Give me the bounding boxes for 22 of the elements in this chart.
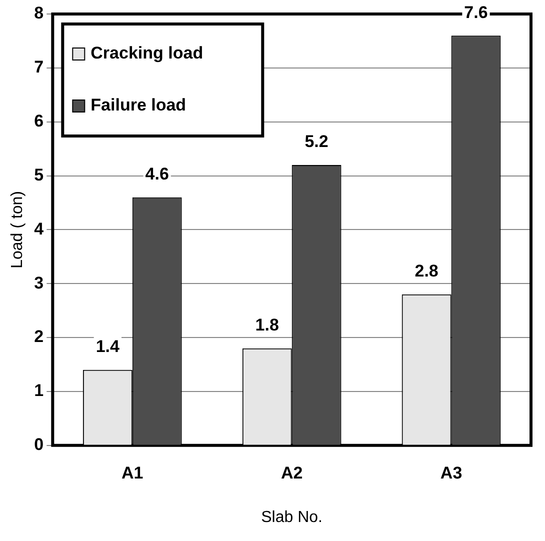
y-tick-label: 2 — [34, 327, 44, 346]
x-tick-label: A3 — [440, 463, 462, 482]
data-label: 2.8 — [414, 262, 438, 281]
x-axis-title: Slab No. — [261, 508, 323, 526]
y-tick-label: 4 — [34, 219, 44, 238]
data-label: 1.8 — [255, 316, 279, 335]
y-tick-label: 1 — [34, 381, 44, 400]
y-tick-label: 0 — [34, 435, 44, 454]
y-axis-title: Load ( ton) — [9, 191, 26, 268]
x-tick-label: A2 — [280, 463, 303, 482]
y-tick-label: 6 — [34, 112, 44, 131]
data-label: 5.2 — [304, 132, 328, 152]
data-label: 1.4 — [96, 337, 120, 356]
data-label: 4.6 — [145, 164, 169, 184]
data-label: 7.6 — [464, 2, 488, 22]
y-tick-label: 5 — [34, 165, 44, 184]
y-tick-label: 3 — [34, 273, 44, 292]
legend-label: Cracking load — [90, 44, 204, 63]
legend-label: Failure load — [90, 96, 186, 115]
y-tick-label: 7 — [34, 58, 44, 77]
x-tick-label: A1 — [122, 463, 144, 482]
y-tick-label: 8 — [34, 4, 44, 23]
